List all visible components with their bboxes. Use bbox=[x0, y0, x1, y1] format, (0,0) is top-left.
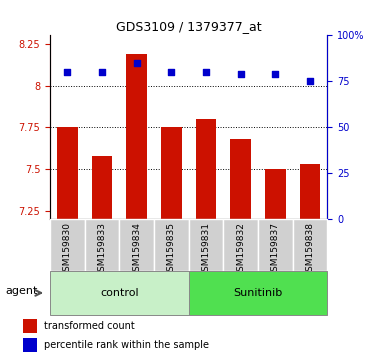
Bar bbox=[300, 164, 320, 219]
Bar bbox=[23, 319, 37, 333]
Bar bbox=[126, 54, 147, 219]
Point bbox=[168, 69, 174, 75]
Bar bbox=[265, 169, 286, 219]
Point bbox=[238, 71, 244, 77]
Bar bbox=[23, 338, 37, 352]
Point bbox=[307, 79, 313, 84]
Bar bbox=[92, 156, 112, 219]
Point bbox=[203, 69, 209, 75]
Text: transformed count: transformed count bbox=[44, 321, 134, 331]
Bar bbox=[57, 127, 78, 219]
FancyBboxPatch shape bbox=[189, 271, 327, 315]
Bar bbox=[161, 127, 182, 219]
Bar bbox=[230, 139, 251, 219]
FancyBboxPatch shape bbox=[154, 219, 189, 271]
Text: GSM159838: GSM159838 bbox=[305, 222, 315, 277]
Title: GDS3109 / 1379377_at: GDS3109 / 1379377_at bbox=[116, 20, 261, 33]
Point bbox=[272, 71, 278, 77]
FancyBboxPatch shape bbox=[258, 219, 293, 271]
Text: agent: agent bbox=[5, 286, 37, 296]
Text: GSM159834: GSM159834 bbox=[132, 222, 141, 277]
Text: Sunitinib: Sunitinib bbox=[233, 288, 283, 298]
Text: GSM159832: GSM159832 bbox=[236, 222, 245, 277]
Point bbox=[99, 69, 105, 75]
FancyBboxPatch shape bbox=[223, 219, 258, 271]
Point bbox=[64, 69, 70, 75]
FancyBboxPatch shape bbox=[119, 219, 154, 271]
Text: percentile rank within the sample: percentile rank within the sample bbox=[44, 340, 209, 350]
Text: GSM159831: GSM159831 bbox=[201, 222, 211, 277]
FancyBboxPatch shape bbox=[85, 219, 119, 271]
Text: GSM159833: GSM159833 bbox=[97, 222, 107, 277]
Text: control: control bbox=[100, 288, 139, 298]
Text: GSM159830: GSM159830 bbox=[63, 222, 72, 277]
Text: GSM159837: GSM159837 bbox=[271, 222, 280, 277]
Text: GSM159835: GSM159835 bbox=[167, 222, 176, 277]
FancyBboxPatch shape bbox=[50, 219, 85, 271]
FancyBboxPatch shape bbox=[50, 271, 189, 315]
FancyBboxPatch shape bbox=[189, 219, 223, 271]
Bar bbox=[196, 119, 216, 219]
Point bbox=[134, 60, 140, 66]
FancyBboxPatch shape bbox=[293, 219, 327, 271]
